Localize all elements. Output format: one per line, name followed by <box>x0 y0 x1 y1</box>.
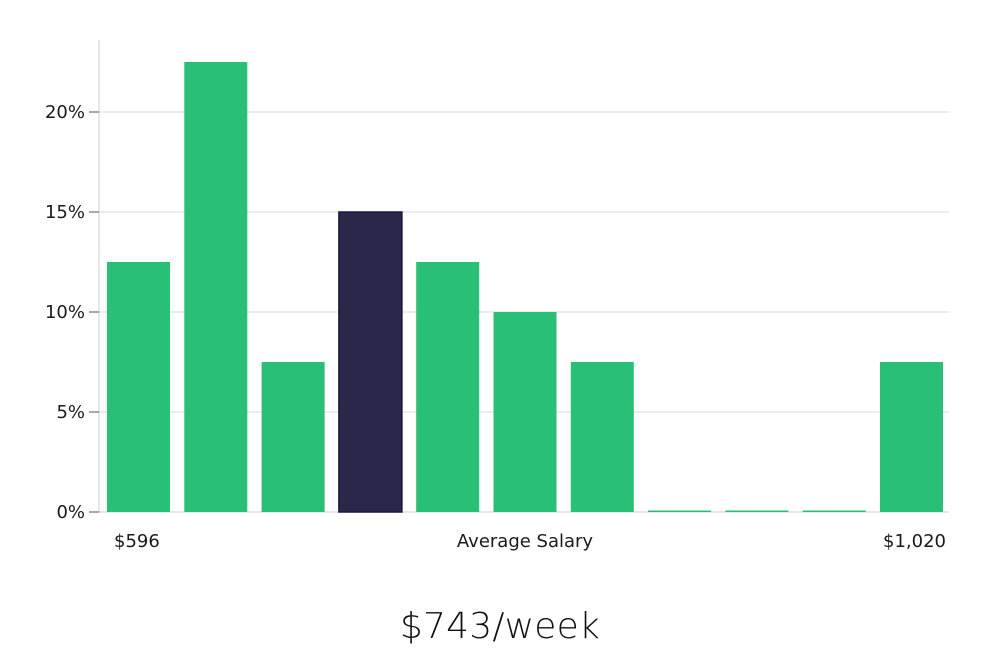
bar <box>107 262 170 512</box>
bar <box>802 510 866 512</box>
bar <box>493 312 557 512</box>
bar <box>880 362 943 512</box>
bar <box>416 262 480 512</box>
bars <box>107 62 943 513</box>
bar-highlighted <box>338 211 403 513</box>
bar <box>570 362 634 512</box>
y-tick-label: 5% <box>56 402 85 423</box>
bar <box>184 62 248 512</box>
bar <box>648 510 712 512</box>
y-tick-label: 10% <box>45 302 85 323</box>
y-tick-label: 0% <box>56 502 85 523</box>
bar <box>725 510 789 512</box>
x-axis-label: Average Salary <box>457 531 594 552</box>
y-tick-label: 15% <box>45 202 85 223</box>
average-salary-headline: $743/week <box>399 606 601 647</box>
bar <box>261 362 325 512</box>
y-axis-ticks: 0% 5% 10% 15% 20% <box>45 102 99 523</box>
y-tick-label: 20% <box>45 102 85 123</box>
x-axis-end-label: $1,020 <box>883 531 946 552</box>
x-axis-start-label: $596 <box>114 531 160 552</box>
salary-histogram-chart: 0% 5% 10% 15% 20% $596 Average Salary $1,020 <box>45 40 949 552</box>
